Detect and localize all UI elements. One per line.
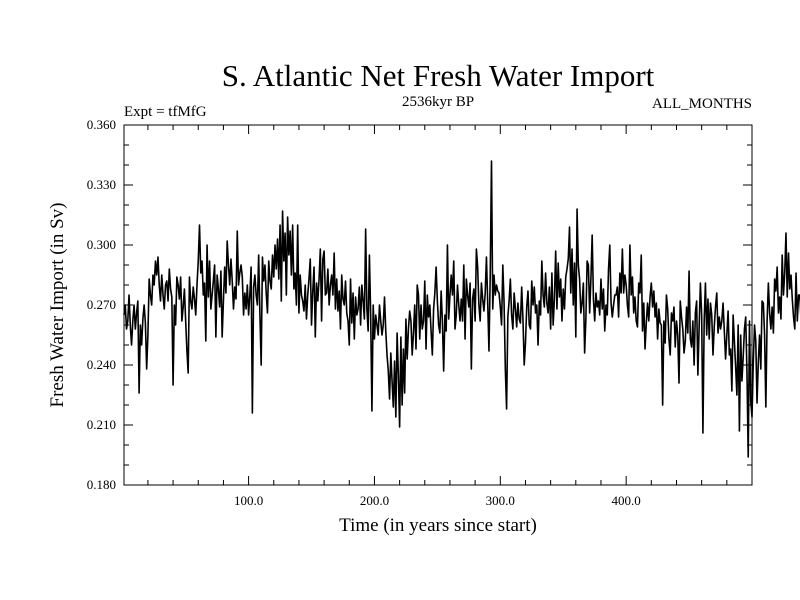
y-axis-labels: 0.180 0.210 0.240 0.270 0.300 0.330 0.360: [87, 117, 116, 492]
y-tick-label: 0.180: [87, 477, 116, 492]
series-line: [123, 160, 800, 458]
y-tick-label: 0.240: [87, 357, 116, 372]
months-label: ALL_MONTHS: [652, 96, 752, 112]
plot-frame: [123, 124, 753, 486]
period-label: 2536kyr BP: [402, 94, 474, 110]
y-tick-label: 0.210: [87, 417, 116, 432]
chart-title: S. Atlantic Net Fresh Water Import: [222, 58, 655, 93]
x-axis-labels: 100.0 200.0 300.0 400.0: [234, 493, 641, 508]
x-tick-label: 300.0: [486, 493, 515, 508]
y-tick-label: 0.270: [87, 297, 116, 312]
experiment-label: Expt = tfMfG: [124, 104, 207, 120]
x-tick-label: 200.0: [360, 493, 389, 508]
y-tick-label: 0.360: [87, 117, 116, 132]
y-axis-title: Fresh Water Import (in Sv): [47, 203, 68, 408]
x-tick-label: 400.0: [612, 493, 641, 508]
y-tick-label: 0.330: [87, 177, 116, 192]
x-axis-title: Time (in years since start): [339, 515, 537, 536]
y-tick-label: 0.300: [87, 237, 116, 252]
x-tick-label: 100.0: [234, 493, 263, 508]
